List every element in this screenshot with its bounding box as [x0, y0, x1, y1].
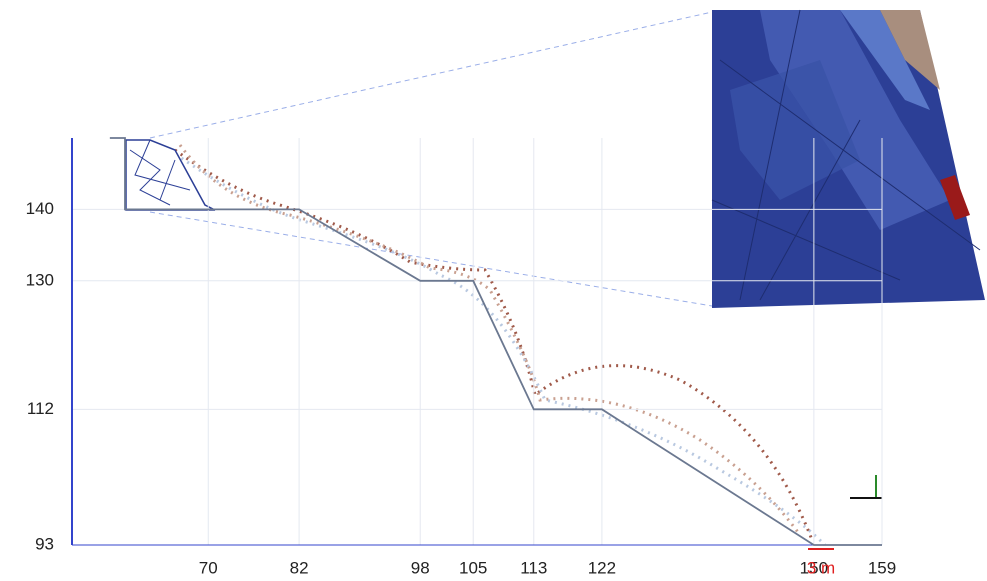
x-tick-label: 70	[199, 558, 218, 577]
y-tick-label: 140	[26, 199, 54, 218]
x-tick-label: 82	[290, 558, 309, 577]
y-tick-label: 112	[27, 399, 54, 418]
zoom-line	[150, 12, 712, 138]
x-tick-label: 159	[868, 558, 896, 577]
chart: 931121301407082981051131221501593 m	[0, 0, 987, 581]
x-tick-label: 113	[520, 558, 547, 577]
x-tick-label: 98	[411, 558, 430, 577]
x-tick-label: 105	[459, 558, 487, 577]
y-tick-label: 130	[26, 270, 54, 289]
y-tick-label: 93	[35, 534, 54, 553]
zoom-inset	[150, 10, 985, 308]
x-tick-label: 122	[588, 558, 616, 577]
annotation: 3 m	[807, 558, 835, 577]
rock-block	[126, 140, 215, 210]
zoom-line	[150, 212, 712, 306]
